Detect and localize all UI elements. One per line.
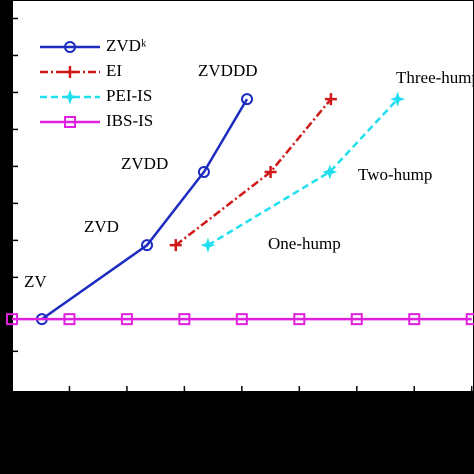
legend-marker xyxy=(64,66,76,78)
legend-label: IBS-IS xyxy=(106,111,153,130)
annotation: One-hump xyxy=(268,234,341,253)
marks: ZVDᵏ EI PEI-IS IBS-IS xyxy=(6,17,474,392)
marker xyxy=(293,313,306,326)
annotation: ZV xyxy=(24,272,47,291)
annotation: ZVDDD xyxy=(198,61,258,80)
legend-label: ZVDᵏ xyxy=(106,36,147,55)
marker xyxy=(6,313,18,326)
marker xyxy=(408,313,421,326)
marker xyxy=(197,165,210,178)
marker xyxy=(350,313,363,326)
annotation: Three-hump xyxy=(396,68,474,87)
plot-area xyxy=(11,0,474,393)
marker xyxy=(241,93,254,106)
marker xyxy=(322,164,338,180)
marker xyxy=(465,313,474,326)
legend-marker xyxy=(62,89,78,105)
marker xyxy=(264,165,277,178)
marker xyxy=(178,313,191,326)
marker xyxy=(200,237,216,253)
series-line xyxy=(41,98,249,321)
marker xyxy=(324,93,337,106)
annotation: ZVDD xyxy=(121,154,168,173)
marker xyxy=(120,313,133,326)
marker xyxy=(63,313,76,326)
marker xyxy=(141,239,154,252)
legend-label: PEI-IS xyxy=(106,86,152,105)
annotation: Two-hump xyxy=(358,165,432,184)
annotation: ZVD xyxy=(84,217,119,236)
marker xyxy=(169,239,182,252)
marker xyxy=(235,313,248,326)
marker xyxy=(390,91,406,107)
legend-label: EI xyxy=(106,61,122,80)
legend-marker xyxy=(64,41,76,53)
legend-marker xyxy=(64,116,76,128)
series-line xyxy=(207,98,399,247)
